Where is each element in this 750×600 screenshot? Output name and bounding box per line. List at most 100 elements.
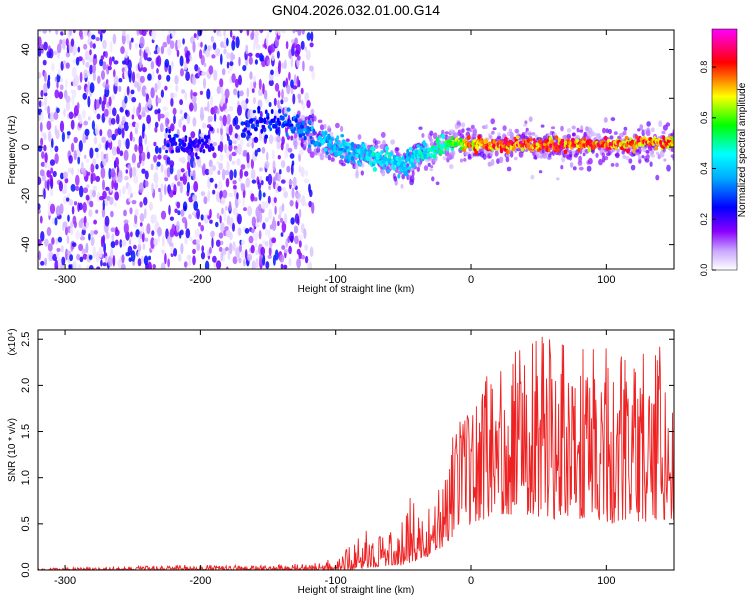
spectrogram-cell bbox=[93, 230, 99, 235]
spectrogram-ridge-cell bbox=[422, 147, 426, 152]
spectrogram-cell bbox=[128, 122, 133, 128]
spectrogram-cell bbox=[263, 89, 268, 100]
spectrogram-cell bbox=[292, 30, 296, 34]
spectrogram-cell bbox=[174, 208, 178, 214]
spectrogram-cell bbox=[567, 149, 573, 154]
spectrogram-cell bbox=[150, 163, 154, 171]
spectrogram-cell bbox=[77, 156, 81, 165]
spectrogram-cell bbox=[172, 107, 177, 115]
spectrogram-cell bbox=[233, 185, 237, 190]
spectrogram-cell bbox=[208, 65, 214, 75]
spectrogram-frame bbox=[37, 29, 675, 270]
spectrogram-ridge-cell bbox=[169, 137, 173, 143]
spectrogram-cell bbox=[88, 265, 94, 269]
spectrogram-ridge-cell bbox=[266, 115, 270, 120]
spectrogram-cell bbox=[239, 30, 243, 34]
spectrogram-cell bbox=[133, 175, 139, 184]
spectrogram-cell bbox=[139, 36, 145, 49]
spectrogram-cell bbox=[571, 132, 576, 137]
spectrogram-ridge-cell bbox=[200, 143, 204, 150]
spectrogram-cell bbox=[179, 109, 183, 115]
spectrogram-cell bbox=[296, 198, 302, 203]
spectrogram-cell bbox=[287, 147, 293, 153]
spectrogram-ridge-cell bbox=[446, 147, 450, 151]
spectrogram-cell bbox=[267, 229, 271, 239]
spectrogram-cell bbox=[207, 100, 210, 113]
spectrogram-cell bbox=[223, 36, 228, 48]
spectrogram-cell bbox=[104, 215, 110, 227]
spectrogram-cell bbox=[162, 41, 168, 48]
spectrogram-cell bbox=[159, 113, 165, 119]
spectrogram-cell bbox=[226, 161, 230, 171]
spectrogram-cell bbox=[536, 153, 540, 159]
spectrogram-cell bbox=[330, 157, 335, 162]
spectrogram-cell bbox=[78, 243, 84, 251]
spectrogram-cell bbox=[118, 188, 122, 198]
spectrogram-cell bbox=[181, 216, 187, 224]
spectrogram-cell bbox=[210, 35, 214, 43]
spectrogram-cell bbox=[658, 120, 663, 128]
spectrogram-cell bbox=[225, 96, 228, 104]
spectrogram-cell bbox=[89, 188, 93, 200]
spectrogram-cell bbox=[291, 187, 295, 199]
spectrogram-cell bbox=[610, 117, 616, 122]
spectrogram-cell bbox=[77, 263, 82, 269]
spectrogram-cell bbox=[139, 222, 143, 227]
spectrogram-cell bbox=[54, 217, 58, 226]
spectrogram-cell bbox=[156, 68, 159, 74]
spectrogram-ridge-cell bbox=[205, 138, 209, 144]
spectrogram-cell bbox=[242, 149, 248, 154]
spectrogram-cell bbox=[277, 214, 282, 220]
spectrogram-ridge-cell bbox=[275, 128, 279, 134]
spectrogram-cell bbox=[104, 255, 108, 263]
snr-y-tick-label: 0.0 bbox=[20, 562, 32, 577]
spectrogram-cell bbox=[92, 63, 96, 74]
spectrogram-cell bbox=[131, 166, 137, 178]
spectrogram-cell bbox=[232, 241, 236, 252]
spectrogram-cell bbox=[131, 97, 137, 103]
spectrogram-cell bbox=[133, 221, 139, 229]
spectrogram-ridge-cell bbox=[654, 145, 659, 151]
spectrogram-cell bbox=[79, 236, 86, 241]
spectrogram-cell bbox=[83, 43, 88, 50]
spectrogram-cell bbox=[230, 52, 234, 62]
spectrogram-cell bbox=[38, 71, 42, 79]
spectrogram-cell bbox=[209, 219, 213, 224]
spectrogram-cell bbox=[119, 150, 124, 157]
spectrogram-cell bbox=[153, 172, 159, 184]
spectrogram-cell bbox=[156, 55, 162, 67]
spectrogram-cell bbox=[97, 30, 103, 35]
spectrogram-cell bbox=[313, 115, 317, 122]
spectrogram-cell bbox=[453, 132, 458, 139]
spectrogram-ridge-cell bbox=[384, 145, 389, 152]
spectrogram-cell bbox=[116, 114, 120, 125]
spectrogram-ridge-cell bbox=[271, 118, 276, 124]
spectrogram-cell bbox=[39, 215, 43, 224]
spectrogram-cell bbox=[73, 201, 78, 206]
spectrogram-cell bbox=[88, 209, 93, 217]
spectrogram-ridge-cell bbox=[195, 156, 200, 160]
spectrogram-cell bbox=[153, 154, 158, 163]
spectrogram-cell bbox=[54, 50, 58, 56]
spectrogram-cell bbox=[497, 132, 501, 137]
spectrogram-cell bbox=[219, 153, 224, 162]
spectrogram-ridge-cell bbox=[176, 148, 181, 153]
spectrogram-cell bbox=[182, 124, 187, 133]
spectrogram-ridge-cell bbox=[283, 113, 288, 118]
spectrogram-cell bbox=[55, 30, 59, 35]
spectrogram-cell bbox=[588, 157, 593, 165]
spectrogram-cell bbox=[283, 191, 289, 199]
spectrogram-cell bbox=[48, 251, 54, 262]
spectrogram-cell bbox=[281, 245, 286, 250]
spectrogram-cell bbox=[144, 133, 148, 145]
spectrogram-cell bbox=[213, 30, 217, 34]
spectrogram-cell bbox=[645, 150, 650, 154]
spectrogram-cell bbox=[98, 143, 102, 150]
spectrogram-cell bbox=[44, 180, 48, 189]
spectrogram-cell bbox=[300, 166, 305, 178]
spectrogram-cell bbox=[46, 120, 52, 131]
snr-x-tick-label: 0 bbox=[468, 575, 474, 587]
spectrogram-ridge-cell bbox=[307, 120, 312, 125]
spectrogram-cell bbox=[277, 30, 282, 36]
